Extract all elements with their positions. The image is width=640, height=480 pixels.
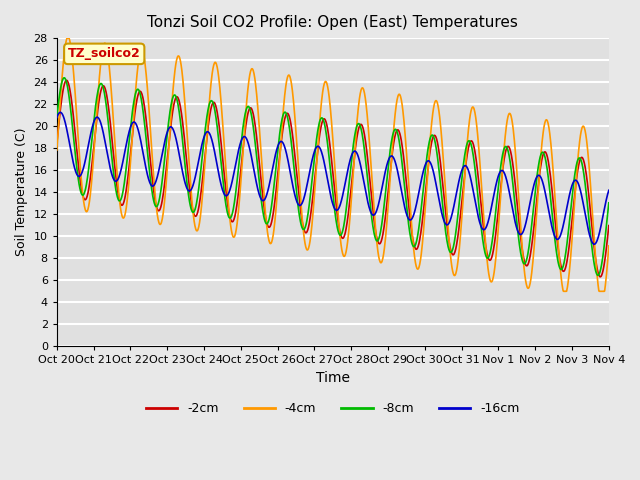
X-axis label: Time: Time bbox=[316, 371, 350, 385]
Title: Tonzi Soil CO2 Profile: Open (East) Temperatures: Tonzi Soil CO2 Profile: Open (East) Temp… bbox=[147, 15, 518, 30]
Legend: -2cm, -4cm, -8cm, -16cm: -2cm, -4cm, -8cm, -16cm bbox=[141, 397, 525, 420]
Text: TZ_soilco2: TZ_soilco2 bbox=[68, 48, 141, 60]
Y-axis label: Soil Temperature (C): Soil Temperature (C) bbox=[15, 128, 28, 256]
